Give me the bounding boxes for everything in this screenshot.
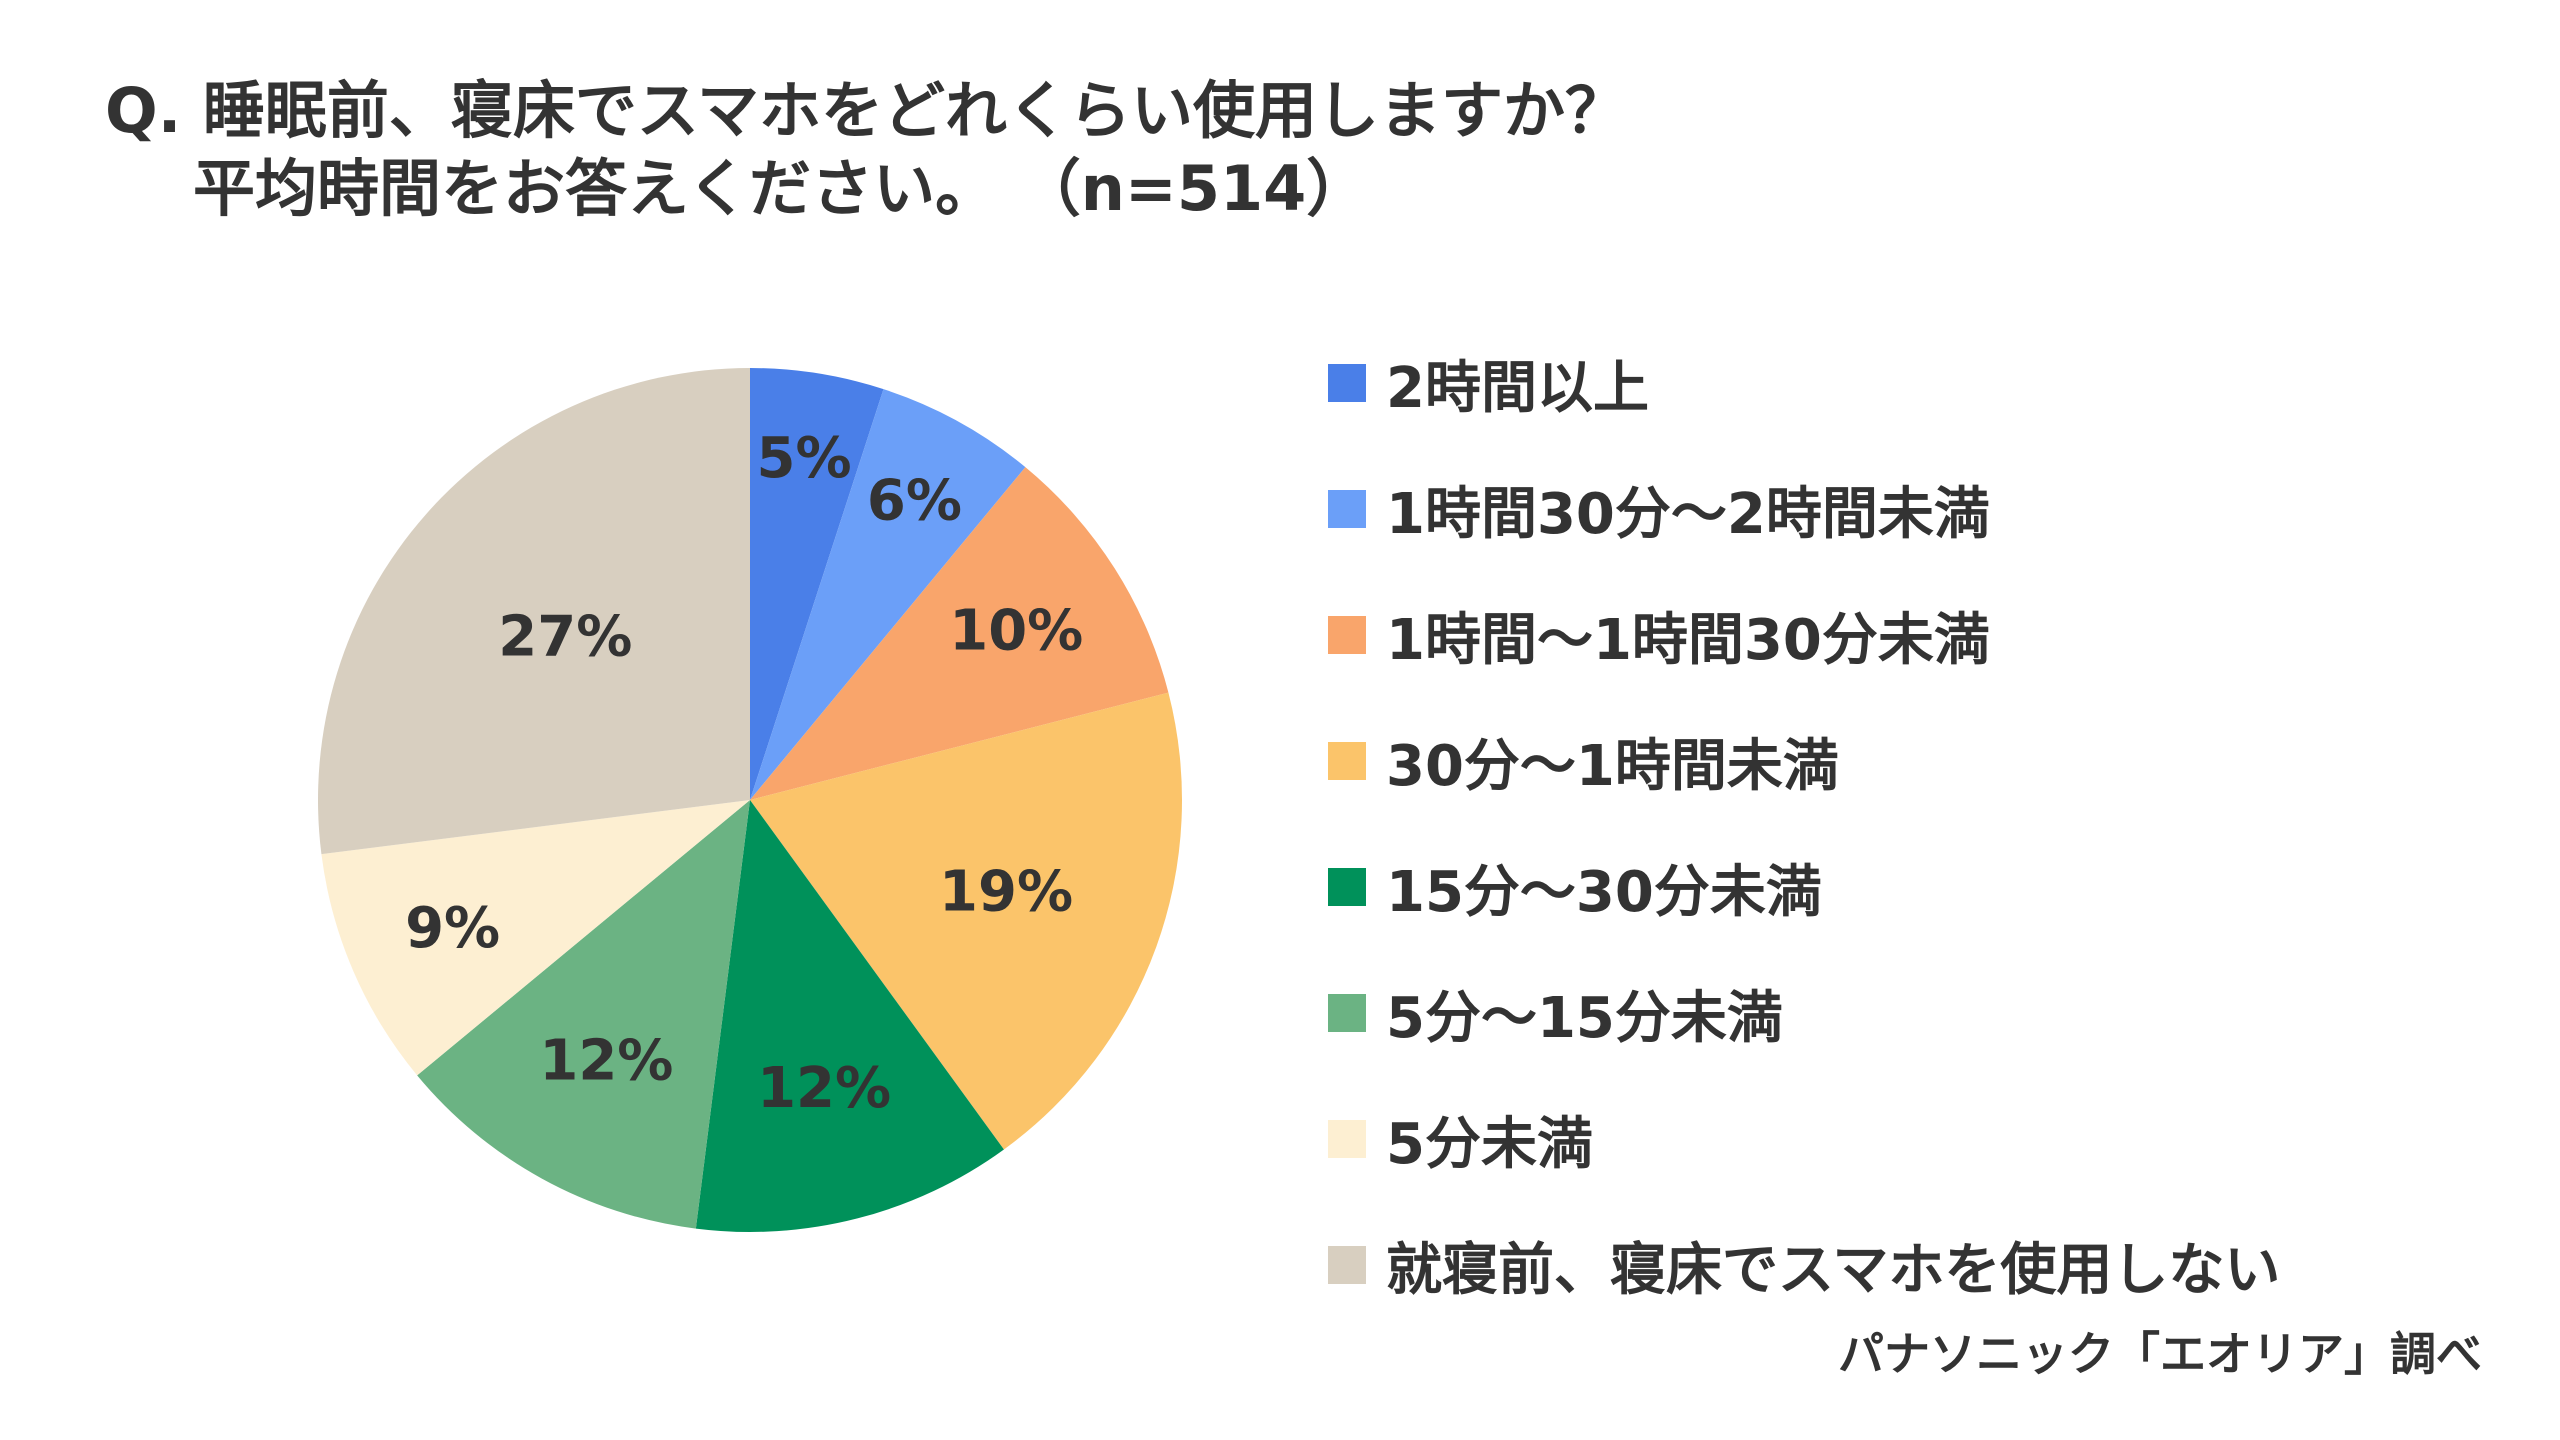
legend-item: 5分未満 xyxy=(1328,1076,2280,1202)
slice-value-label: 12% xyxy=(539,1029,673,1094)
pie-chart: 5%6% 10% 19% 12% 12% 9% 27% xyxy=(318,368,1182,1232)
chart-title: Q. 睡眠前、寝床でスマホをどれくらい使用しますか？ 平均時間をお答えください。… xyxy=(105,72,1627,228)
pie-slice xyxy=(750,368,884,800)
legend-label: 就寝前、寝床でスマホを使用しない xyxy=(1386,1237,2281,1303)
pie-slice xyxy=(695,800,1004,1232)
legend-swatch xyxy=(1328,868,1366,906)
legend-label: 5分未満 xyxy=(1386,1111,1593,1177)
slice-value-label: 19% xyxy=(939,860,1073,925)
legend-swatch xyxy=(1328,1120,1366,1158)
legend-label: 2時間以上 xyxy=(1386,355,1649,421)
slice-value-label: 27% xyxy=(498,605,632,670)
legend-item: 15分～30分未満 xyxy=(1328,824,2280,950)
legend-label: 1時間～1時間30分未満 xyxy=(1386,607,1990,673)
legend-label: 30分～1時間未満 xyxy=(1386,733,1839,799)
legend-item: 5分～15分未満 xyxy=(1328,950,2280,1076)
legend-label: 5分～15分未満 xyxy=(1386,985,1783,1051)
pie-slice xyxy=(750,389,1026,800)
pie-slice xyxy=(321,800,750,1076)
legend-item: 1時間30分～2時間未満 xyxy=(1328,446,2280,572)
source-note: パナソニック「エオリア」調べ xyxy=(1838,1327,2482,1381)
pie-slice xyxy=(417,800,750,1229)
slice-value-label: 10% xyxy=(949,599,1083,664)
pie-slice xyxy=(750,692,1182,1150)
slice-value-label: 12% xyxy=(757,1056,891,1121)
slice-value-label: 6% xyxy=(867,468,962,533)
legend-label: 15分～30分未満 xyxy=(1386,859,1822,925)
legend-swatch xyxy=(1328,994,1366,1032)
legend-swatch xyxy=(1328,490,1366,528)
legend-item: 就寝前、寝床でスマホを使用しない xyxy=(1328,1202,2280,1328)
slice-value-label: 5% xyxy=(757,426,852,491)
legend-item: 2時間以上 xyxy=(1328,320,2280,446)
legend: 2時間以上 1時間30分～2時間未満 1時間～1時間30分未満 30分～1時間未満 15… xyxy=(1328,320,2280,1328)
pie-slice xyxy=(750,467,1169,800)
pie-slice xyxy=(318,368,750,855)
legend-label: 1時間30分～2時間未満 xyxy=(1386,481,1990,547)
title-line-2: 平均時間をお答えください。 （n=514） xyxy=(193,152,1369,225)
legend-swatch xyxy=(1328,616,1366,654)
legend-swatch xyxy=(1328,1246,1366,1284)
legend-swatch xyxy=(1328,742,1366,780)
title-line-1: Q. 睡眠前、寝床でスマホをどれくらい使用しますか？ xyxy=(105,74,1627,147)
legend-swatch xyxy=(1328,364,1366,402)
legend-item: 30分～1時間未満 xyxy=(1328,698,2280,824)
slice-value-label: 9% xyxy=(405,896,500,961)
legend-item: 1時間～1時間30分未満 xyxy=(1328,572,2280,698)
